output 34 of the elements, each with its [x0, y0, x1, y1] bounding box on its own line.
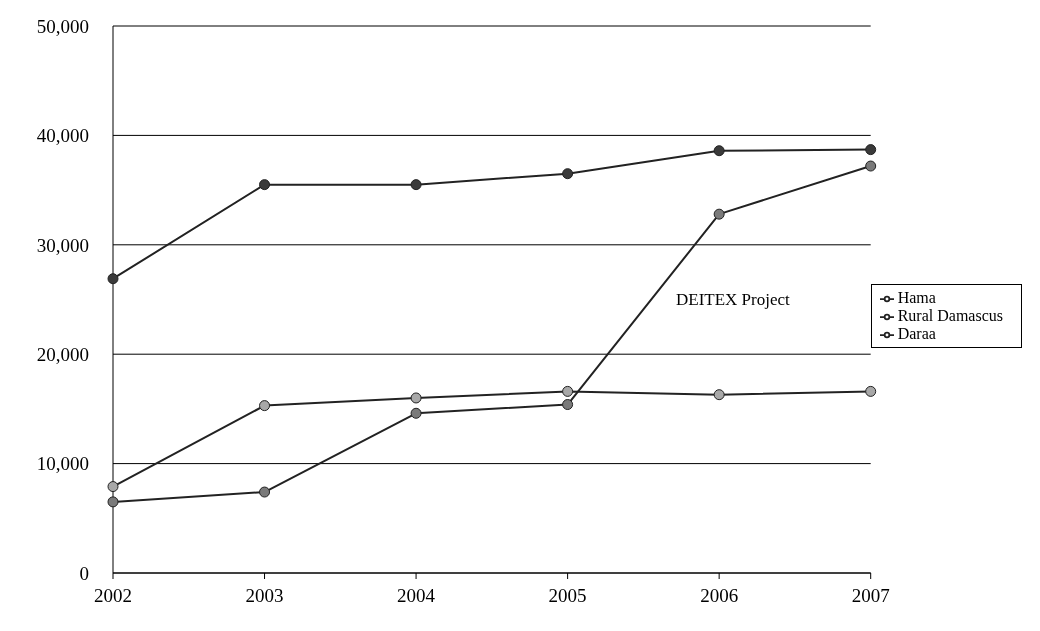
x-tick-label: 2007	[851, 585, 890, 607]
point	[865, 385, 877, 397]
point	[107, 496, 119, 508]
legend-label: Rural Damascus	[897, 306, 1003, 324]
point	[107, 481, 119, 493]
y-tick-label: 0	[79, 562, 89, 584]
y-tick-label: 20,000	[36, 343, 89, 365]
point	[562, 168, 574, 180]
x-tick-label: 2003	[245, 585, 284, 607]
point	[713, 145, 725, 157]
point	[562, 385, 574, 397]
point	[410, 392, 422, 404]
y-tick-label: 30,000	[36, 234, 89, 256]
point	[259, 179, 271, 191]
x-tick-label: 2006	[700, 585, 739, 607]
point	[865, 144, 877, 156]
y-tick-label: 40,000	[36, 125, 89, 147]
point	[410, 179, 422, 191]
y-tick-label: 10,000	[36, 453, 89, 475]
point	[713, 208, 725, 220]
point	[562, 399, 574, 411]
x-tick-label: 2005	[548, 585, 587, 607]
x-tick-label: 2004	[397, 585, 436, 607]
point	[865, 160, 877, 172]
point	[107, 273, 119, 285]
x-tick-label: 2002	[94, 585, 132, 607]
annotation: DEITEX Project	[676, 290, 790, 310]
y-tick-label: 50,000	[36, 15, 89, 37]
legend-label: Daraa	[897, 324, 936, 342]
point	[259, 400, 271, 412]
point	[713, 389, 725, 401]
point	[410, 407, 422, 419]
point	[259, 486, 271, 498]
legend-label: Hama	[897, 288, 936, 306]
